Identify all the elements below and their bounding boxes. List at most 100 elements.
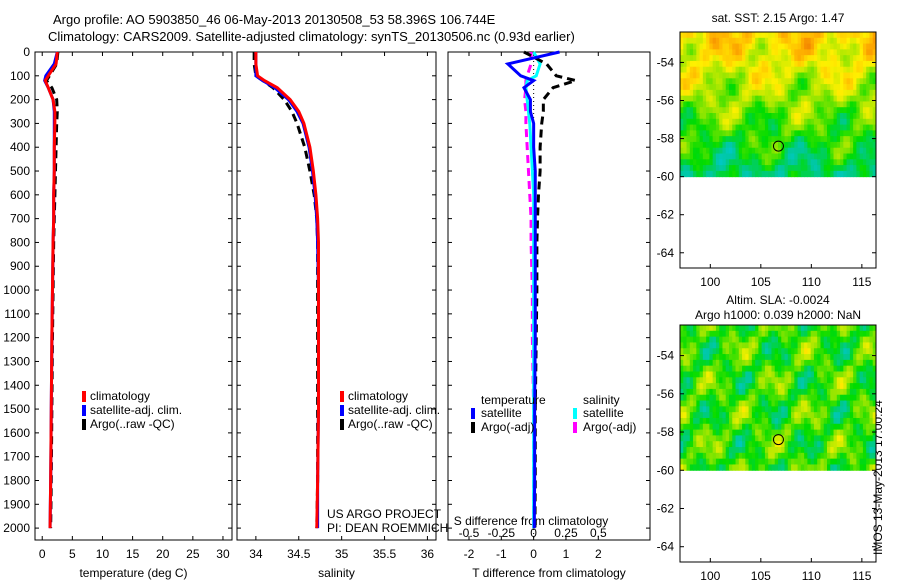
x-tick-label: 105 (751, 275, 771, 289)
map-cell (817, 388, 821, 396)
map-cell (761, 101, 766, 108)
map-cell (748, 464, 753, 471)
map-cell (840, 78, 844, 85)
map-cell (693, 330, 697, 338)
map-cell (680, 452, 684, 460)
map-cell (813, 101, 818, 108)
map-cell (735, 435, 740, 442)
map-cell (738, 441, 743, 448)
map-cell (706, 388, 710, 396)
map-cell (764, 365, 769, 372)
map-cell (869, 406, 874, 413)
map-cell (748, 429, 753, 436)
map-cell (781, 37, 786, 45)
map-cell (843, 342, 848, 349)
map-cell (768, 400, 772, 407)
legend-label: satellite-adj. clim. (348, 403, 440, 417)
map-cell (869, 141, 874, 149)
map-cell (817, 406, 821, 413)
map-cell (866, 124, 870, 131)
map-cell (787, 55, 792, 62)
map-cell (807, 423, 812, 431)
map-cell (830, 388, 835, 396)
map-cell (735, 447, 740, 454)
map-cell (827, 118, 831, 126)
map-cell (686, 354, 691, 361)
map-cell (686, 383, 691, 390)
map-cell (797, 458, 802, 465)
map-cell (830, 400, 835, 407)
map-cell (725, 165, 730, 172)
map-cell (768, 37, 772, 45)
map-cell (725, 113, 730, 120)
map-cell (827, 78, 831, 85)
map-cell (745, 78, 750, 85)
map-cell (784, 55, 789, 62)
map-cell (833, 89, 838, 97)
x2-tick-label: 0.25 (554, 526, 578, 540)
map-cell (745, 423, 750, 431)
map-cell (843, 72, 848, 79)
map-cell (872, 72, 877, 79)
map-cell (764, 141, 769, 149)
map-cell (869, 452, 874, 460)
map-cell (862, 330, 867, 338)
map-cell (862, 101, 867, 108)
map-cell (833, 412, 838, 419)
map-cell (768, 141, 772, 149)
map-cell (709, 153, 714, 160)
map-cell (702, 423, 707, 431)
map-cell (680, 130, 684, 137)
map-cell (758, 400, 763, 407)
map-cell (706, 412, 710, 419)
map-cell (774, 336, 779, 343)
map-cell (774, 107, 779, 114)
map-cell (853, 441, 857, 448)
map-cell (761, 159, 766, 166)
map-cell (804, 452, 808, 460)
map-cell (738, 159, 743, 166)
map-cell (712, 377, 717, 384)
map-cell (866, 458, 870, 465)
map-cell (742, 107, 746, 114)
map-cell (820, 429, 825, 436)
map-cell (735, 342, 740, 349)
map-cell (791, 325, 795, 332)
map-cell (735, 159, 740, 166)
map-cell (712, 394, 717, 402)
map-cell (699, 118, 704, 126)
map-cell (748, 72, 753, 79)
y-tick-label: 400 (10, 140, 30, 154)
map-cell (804, 147, 808, 155)
map-cell (807, 101, 812, 108)
map-cell (853, 330, 857, 338)
map-cell (784, 60, 789, 68)
map-cell (833, 400, 838, 407)
map-cell (722, 447, 727, 454)
map-cell (709, 130, 714, 137)
map-cell (781, 423, 786, 431)
map-cell (794, 147, 799, 155)
map-cell (813, 412, 818, 419)
map-cell (699, 348, 704, 355)
map-cell (823, 141, 828, 149)
map-cell (686, 101, 691, 108)
map-cell (859, 394, 864, 402)
map-cell (774, 72, 779, 79)
map-cell (833, 359, 838, 367)
map-cell (702, 342, 707, 349)
map-cell (683, 441, 688, 448)
map-cell (732, 342, 737, 349)
map-cell (738, 147, 743, 155)
map-cell (820, 417, 825, 425)
map-cell (742, 435, 746, 442)
map-cell (833, 441, 838, 448)
map-cell (696, 342, 701, 349)
map-cell (817, 423, 821, 431)
map-cell (722, 342, 727, 349)
map-cell (680, 406, 684, 413)
map-cell (696, 447, 701, 454)
map-cell (843, 136, 848, 143)
map-cell (758, 141, 763, 149)
map-cell (745, 342, 750, 349)
